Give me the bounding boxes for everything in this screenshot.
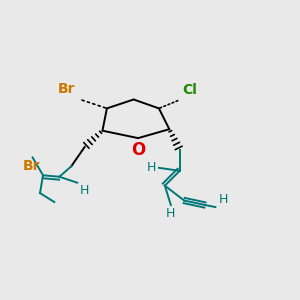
Text: Br: Br — [22, 159, 40, 173]
Text: H: H — [147, 161, 156, 174]
Text: O: O — [132, 141, 146, 159]
Text: Cl: Cl — [182, 82, 197, 97]
Text: Br: Br — [58, 82, 76, 96]
Text: H: H — [80, 184, 89, 197]
Text: H: H — [166, 207, 176, 220]
Text: H: H — [218, 193, 228, 206]
